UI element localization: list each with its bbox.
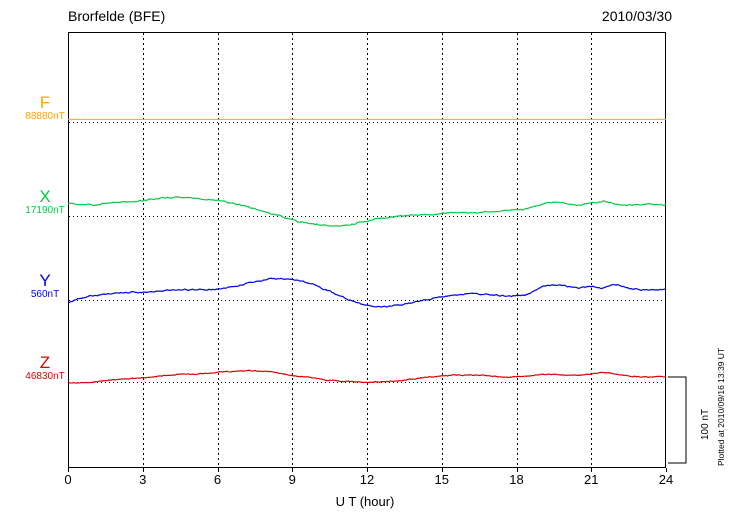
x-axis-label: U T (hour) — [335, 494, 395, 509]
x-tick-9: 9 — [288, 472, 296, 487]
component-baseline-value: 88880nT — [25, 111, 65, 122]
x-tick-6: 6 — [213, 472, 222, 487]
x-tick-3: 3 — [139, 472, 147, 487]
component-label-z: Z 46830nT — [25, 354, 64, 383]
component-label-y: Y 560nT — [31, 272, 59, 301]
x-tick-0: 0 — [64, 472, 72, 487]
plot-frame — [68, 32, 666, 468]
x-tick-24: 24 — [658, 472, 674, 487]
x-tick-21: 21 — [584, 472, 599, 487]
component-baseline-value: 46830nT — [25, 371, 65, 382]
plotted-at-label: Plotted at 2010/09/16 13:39 UT — [716, 347, 726, 466]
component-baseline-value: 17190nT — [25, 205, 65, 216]
component-letter: F — [39, 93, 51, 112]
component-letter: Y — [39, 271, 51, 290]
x-tick-12: 12 — [359, 472, 375, 487]
component-baseline-value: 560nT — [30, 289, 60, 300]
component-label-f: F 88880nT — [25, 94, 64, 123]
x-tick-18: 18 — [509, 472, 524, 487]
scale-bar — [668, 376, 687, 464]
component-label-x: X 17190nT — [25, 188, 64, 217]
scale-bar-label: 100 nT — [700, 408, 711, 440]
chart-date: 2010/03/30 — [601, 8, 672, 24]
page-title: Brorfelde (BFE) — [68, 8, 166, 24]
component-letter: X — [39, 187, 51, 206]
component-letter: Z — [39, 353, 51, 372]
x-tick-15: 15 — [434, 472, 449, 487]
